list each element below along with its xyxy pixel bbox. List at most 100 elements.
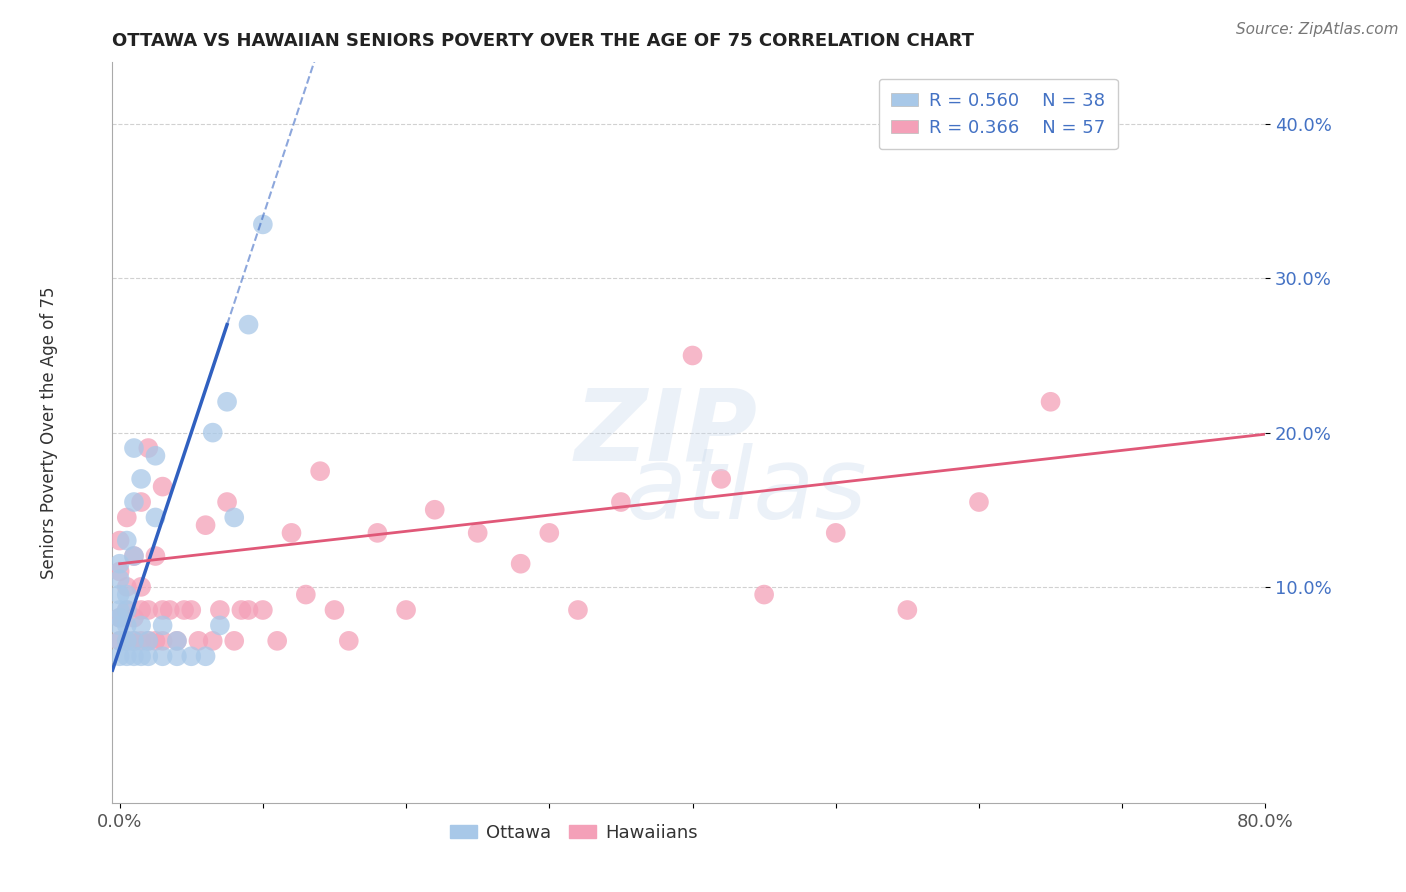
Point xyxy=(173,603,195,617)
Point xyxy=(682,349,704,363)
Text: Seniors Poverty Over the Age of 75: Seniors Poverty Over the Age of 75 xyxy=(39,286,58,579)
Point xyxy=(423,502,446,516)
Point xyxy=(136,603,159,617)
Point xyxy=(122,633,145,648)
Point xyxy=(152,480,174,494)
Point xyxy=(108,610,131,624)
Text: ZIP: ZIP xyxy=(575,384,758,481)
Text: atlas: atlas xyxy=(626,443,868,541)
Point xyxy=(108,557,131,571)
Point xyxy=(280,525,302,540)
Point xyxy=(108,588,131,602)
Point xyxy=(337,633,360,648)
Point xyxy=(122,633,145,648)
Point xyxy=(129,618,152,632)
Text: OTTAWA VS HAWAIIAN SENIORS POVERTY OVER THE AGE OF 75 CORRELATION CHART: OTTAWA VS HAWAIIAN SENIORS POVERTY OVER … xyxy=(112,32,974,50)
Point xyxy=(252,603,274,617)
Point xyxy=(122,441,145,455)
Point xyxy=(238,603,260,617)
Point xyxy=(115,649,138,664)
Point xyxy=(108,618,131,632)
Point xyxy=(108,572,131,586)
Point xyxy=(752,588,775,602)
Point xyxy=(610,495,633,509)
Point xyxy=(194,518,217,533)
Point xyxy=(366,525,388,540)
Point xyxy=(509,557,531,571)
Point xyxy=(122,649,145,664)
Point xyxy=(145,633,167,648)
Point xyxy=(295,588,318,602)
Point xyxy=(115,603,138,617)
Point xyxy=(309,464,332,478)
Point xyxy=(187,633,209,648)
Point xyxy=(136,633,159,648)
Point xyxy=(108,565,131,579)
Point xyxy=(136,633,159,648)
Text: Source: ZipAtlas.com: Source: ZipAtlas.com xyxy=(1236,22,1399,37)
Point xyxy=(180,603,202,617)
Legend: Ottawa, Hawaiians: Ottawa, Hawaiians xyxy=(443,817,704,849)
Point xyxy=(166,633,188,648)
Point xyxy=(108,603,131,617)
Point xyxy=(467,525,489,540)
Point xyxy=(108,633,131,648)
Point xyxy=(115,510,138,524)
Point xyxy=(115,633,138,648)
Point xyxy=(180,649,202,664)
Point xyxy=(252,218,274,232)
Point xyxy=(145,449,167,463)
Point xyxy=(145,510,167,524)
Point xyxy=(122,610,145,624)
Point xyxy=(115,533,138,548)
Point xyxy=(323,603,346,617)
Point xyxy=(215,394,238,409)
Point xyxy=(129,649,152,664)
Point xyxy=(238,318,260,332)
Point xyxy=(129,603,152,617)
Point xyxy=(136,441,159,455)
Point xyxy=(231,603,253,617)
Point xyxy=(115,603,138,617)
Point xyxy=(129,633,152,648)
Point xyxy=(122,549,145,563)
Point xyxy=(122,549,145,563)
Point xyxy=(538,525,561,540)
Point xyxy=(108,649,131,664)
Point xyxy=(115,618,138,632)
Point xyxy=(710,472,733,486)
Point xyxy=(208,618,231,632)
Point xyxy=(115,588,138,602)
Point xyxy=(166,633,188,648)
Point xyxy=(152,649,174,664)
Point xyxy=(266,633,288,648)
Point xyxy=(224,510,246,524)
Point xyxy=(166,649,188,664)
Point xyxy=(395,603,418,617)
Point xyxy=(108,610,131,624)
Point xyxy=(108,533,131,548)
Point xyxy=(208,603,231,617)
Point xyxy=(824,525,846,540)
Point xyxy=(115,633,138,648)
Point xyxy=(896,603,918,617)
Point xyxy=(567,603,589,617)
Point xyxy=(129,472,152,486)
Point xyxy=(115,580,138,594)
Point xyxy=(122,495,145,509)
Point xyxy=(152,603,174,617)
Point xyxy=(152,633,174,648)
Point xyxy=(136,649,159,664)
Point xyxy=(215,495,238,509)
Point xyxy=(152,618,174,632)
Point xyxy=(201,633,224,648)
Point xyxy=(145,549,167,563)
Point xyxy=(194,649,217,664)
Point xyxy=(108,633,131,648)
Point xyxy=(1039,394,1062,409)
Point xyxy=(967,495,990,509)
Point xyxy=(159,603,181,617)
Point xyxy=(224,633,246,648)
Point xyxy=(129,580,152,594)
Point xyxy=(201,425,224,440)
